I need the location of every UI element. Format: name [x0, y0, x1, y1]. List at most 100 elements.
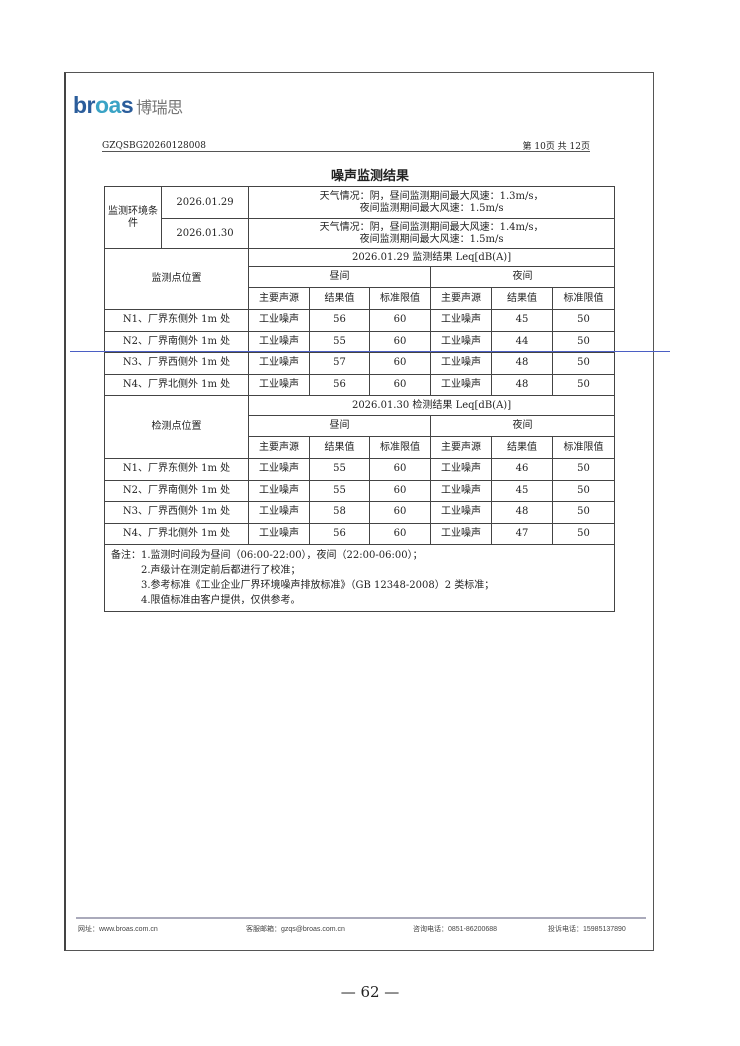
table-row: 监测点位置 2026.01.29 监测结果 Leq[dB(A)]	[104, 248, 616, 310]
value-cell: 60	[369, 352, 431, 375]
value-cell: 60	[369, 373, 431, 396]
header-divider	[102, 151, 590, 152]
value-cell: 60	[369, 479, 431, 502]
column-header: 标准限值	[551, 287, 616, 310]
value-cell: 工业噪声	[430, 309, 492, 332]
value-cell: 55	[309, 479, 370, 502]
column-header: 结果值	[491, 436, 553, 459]
value-cell: 60	[369, 501, 431, 524]
weather-line: 夜间监测期间最大风速：1.5m/s	[359, 233, 504, 245]
table-row: 主要声源 结果值 标准限值 主要声源 结果值 标准限值	[105, 287, 616, 310]
footer-divider	[76, 917, 646, 919]
point-name: N1、厂界东侧外 1m 处	[104, 309, 249, 332]
column-header: 标准限值	[551, 436, 616, 459]
broas-logo: broas 博瑞思	[73, 92, 183, 118]
weather-line: 天气情况：阴，昼间监测期间最大风速：1.3m/s，	[319, 190, 544, 202]
table-row: 昼间 夜间	[105, 266, 616, 288]
table-row: N2、厂界南侧外 1m 处工业噪声 55 60 工业噪声 45 50	[104, 479, 616, 502]
table-row: 主要声源 结果值 标准限值 主要声源 结果值 标准限值	[105, 436, 616, 459]
point-name: N4、厂界北侧外 1m 处	[104, 522, 249, 545]
value-cell: 50	[551, 458, 616, 481]
table-row: 检测点位置 2026.01.30 检测结果 Leq[dB(A)]	[104, 395, 616, 459]
value-cell: 工业噪声	[248, 373, 310, 396]
page-title: 噪声监测结果	[330, 169, 409, 184]
table-row: N4、厂界北侧外 1m 处工业噪声 56 60 工业噪声 48 50	[104, 373, 616, 396]
value-cell: 工业噪声	[248, 479, 310, 502]
point-name: N2、厂界南侧外 1m 处	[104, 479, 249, 502]
footer-website: 网址：www.broas.com.cn	[78, 926, 158, 933]
point-name: N1、厂界东侧外 1m 处	[104, 458, 249, 481]
table-row: 2026.01.30 天气情况：阴，昼间监测期间最大风速：1.4m/s， 夜间监测期…	[105, 218, 616, 249]
column-header: 结果值	[491, 287, 553, 310]
column-header: 主要声源	[248, 287, 310, 310]
value-cell: 56	[309, 522, 370, 545]
value-cell: 44	[491, 330, 553, 353]
position-label: 监测点位置	[104, 248, 249, 310]
column-header: 主要声源	[248, 436, 310, 459]
value-cell: 48	[491, 352, 553, 375]
column-header: 主要声源	[430, 436, 492, 459]
env-label: 监测环境条件	[104, 186, 162, 249]
column-header: 主要声源	[430, 287, 492, 310]
value-cell: 60	[369, 522, 431, 545]
footer-email: 客服邮箱：gzqs@broas.com.cn	[246, 926, 345, 933]
value-cell: 50	[551, 309, 616, 332]
value-cell: 58	[309, 501, 370, 524]
footer-consult: 咨询电话：0851-86200688	[413, 926, 498, 933]
value-cell: 60	[369, 458, 431, 481]
point-name: N2、厂界南侧外 1m 处	[104, 330, 249, 353]
page-number: — 62 —	[340, 983, 400, 1001]
env-date: 2026.01.30	[161, 218, 249, 249]
value-cell: 工业噪声	[430, 479, 492, 502]
position-label: 检测点位置	[104, 395, 249, 459]
table-row: N3、厂界西侧外 1m 处工业噪声 57 60 工业噪声 48 50	[104, 352, 616, 375]
weather-line: 夜间监测期间最大风速：1.5m/s	[359, 202, 504, 214]
remarks: 备注：1.监测时间段为昼间（06:00-22:00），夜间（22:00-06:0…	[103, 544, 616, 612]
value-cell: 工业噪声	[248, 458, 310, 481]
remark-line: 3.参考标准《工业企业厂界环境噪声排放标准》（GB 12348-2008）2 类…	[141, 580, 495, 591]
value-cell: 60	[369, 309, 431, 332]
value-cell: 50	[551, 501, 616, 524]
night-header: 夜间	[429, 415, 616, 437]
value-cell: 56	[309, 373, 370, 396]
value-cell: 50	[551, 352, 616, 375]
page-frame	[64, 72, 654, 951]
footer-complaint: 投诉电话：15985137890	[548, 926, 626, 933]
value-cell: 48	[491, 373, 553, 396]
value-cell: 48	[491, 501, 553, 524]
value-cell: 工业噪声	[430, 458, 492, 481]
remark-line: 备注：1.监测时间段为昼间（06:00-22:00），夜间（22:00-06:0…	[111, 550, 423, 561]
point-name: N3、厂界西侧外 1m 处	[104, 501, 249, 524]
value-cell: 工业噪声	[430, 522, 492, 545]
night-header: 夜间	[429, 266, 616, 288]
value-cell: 50	[551, 522, 616, 545]
value-cell: 56	[309, 309, 370, 332]
logo-cn: 博瑞思	[136, 100, 183, 117]
table-row: 备注：1.监测时间段为昼间（06:00-22:00），夜间（22:00-06:0…	[103, 544, 616, 612]
doc-number: GZQSBG20260128008	[102, 141, 206, 151]
value-cell: 工业噪声	[430, 352, 492, 375]
value-cell: 55	[309, 458, 370, 481]
value-cell: 46	[491, 458, 553, 481]
table-row: 监测环境条件 2026.01.29 天气情况：阴，昼间监测期间最大风速：1.3m/s…	[104, 186, 616, 249]
remark-line: 2.声级计在测定前后都进行了校准；	[141, 565, 301, 576]
point-name: N4、厂界北侧外 1m 处	[104, 373, 249, 396]
value-cell: 50	[551, 479, 616, 502]
point-name: N3、厂界西侧外 1m 处	[104, 352, 249, 375]
column-header: 标准限值	[369, 436, 431, 459]
env-weather: 天气情况：阴，昼间监测期间最大风速：1.3m/s， 夜间监测期间最大风速：1.5m…	[247, 186, 616, 219]
value-cell: 50	[551, 373, 616, 396]
day-header: 昼间	[248, 266, 431, 288]
value-cell: 工业噪声	[248, 522, 310, 545]
remark-line: 4.限值标准由客户提供，仅供参考。	[141, 595, 301, 606]
value-cell: 50	[551, 330, 616, 353]
noise-results-table: 监测环境条件 2026.01.29 天气情况：阴，昼间监测期间最大风速：1.3m/s…	[103, 186, 616, 612]
value-cell: 工业噪声	[430, 501, 492, 524]
scan-line	[70, 351, 670, 352]
env-date: 2026.01.29	[161, 186, 249, 219]
value-cell: 45	[491, 309, 553, 332]
table-row: N2、厂界南侧外 1m 处工业噪声 55 60 工业噪声 44 50	[104, 330, 616, 353]
value-cell: 工业噪声	[248, 330, 310, 353]
column-header: 标准限值	[369, 287, 431, 310]
table-row: N1、厂界东侧外 1m 处工业噪声 55 60 工业噪声 46 50	[104, 458, 616, 481]
